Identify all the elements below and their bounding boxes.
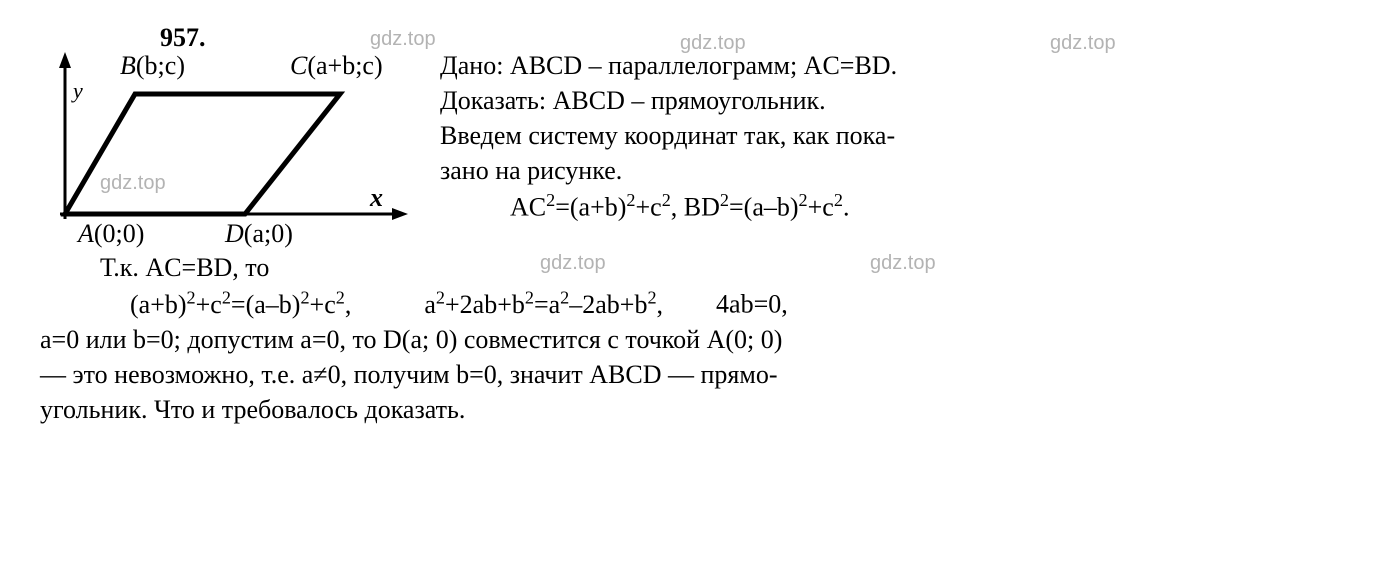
intro-line-2: зано на рисунке. [440, 153, 1350, 188]
parallelogram-svg [40, 44, 420, 244]
equation-ac-bd: AC2=(a+b)2+c2, BD2=(a–b)2+c2. [440, 188, 1350, 225]
watermark: gdz.top [680, 30, 746, 57]
since-line: Т.к. AC=BD, то [40, 250, 1350, 285]
intro-line-1: Введем систему координат так, как пока- [440, 118, 1350, 153]
conclusion-line-3: угольник. Что и требовалось доказать. [40, 392, 1350, 427]
problem-statement: gdz.top gdz.top Дано: ABCD – параллелогр… [440, 20, 1350, 225]
prove-line: Доказать: ABCD – прямоугольник. [440, 83, 1350, 118]
watermark: gdz.top [1050, 30, 1116, 57]
conclusion-line-1: a=0 или b=0; допустим a=0, то D(a; 0) со… [40, 322, 1350, 357]
watermark: gdz.top [870, 250, 936, 277]
given-line: Дано: ABCD – параллелограмм; AC=BD. [440, 48, 1350, 83]
equation-row: (a+b)2+c2=(a–b)2+c2, a2+2ab+b2=a2–2ab+b2… [40, 285, 1350, 322]
diagram: gdz.top gdz.top B(b;c) C(a+b;c) y x A(0;… [40, 20, 420, 250]
watermark: gdz.top [540, 250, 606, 277]
conclusion-line-2: — это невозможно, т.е. a≠0, получим b=0,… [40, 357, 1350, 392]
